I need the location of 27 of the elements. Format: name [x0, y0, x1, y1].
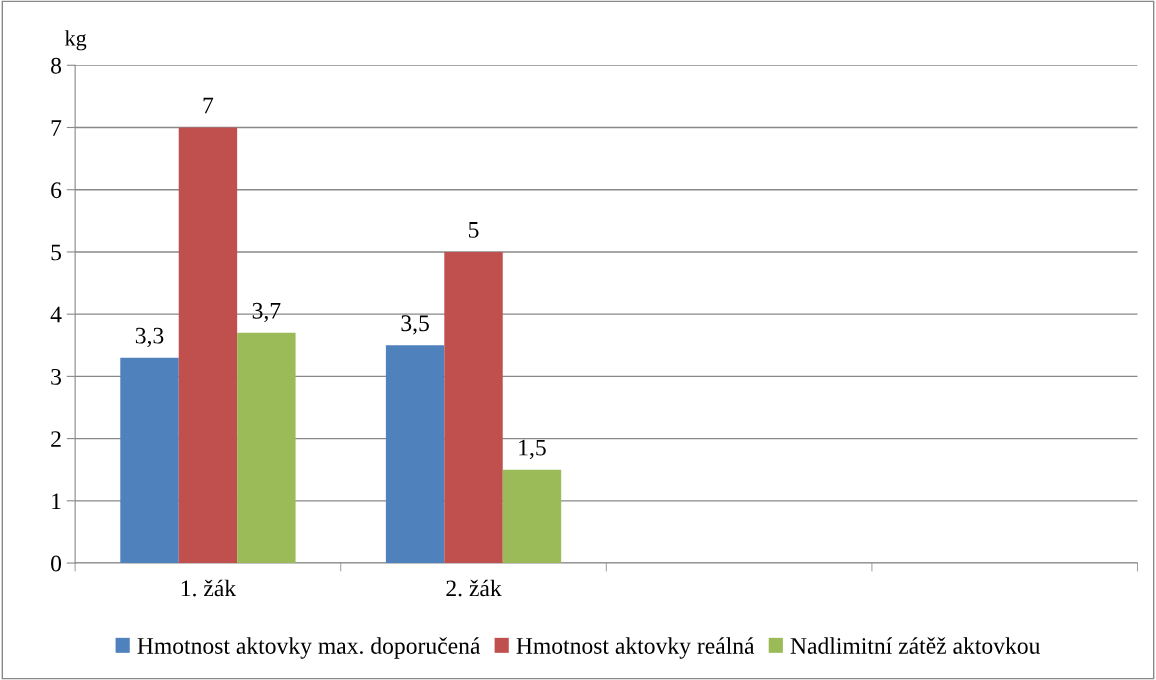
bar	[237, 332, 296, 564]
data-label: 3,7	[252, 302, 281, 323]
bar	[120, 357, 179, 564]
data-label: 3,3	[135, 327, 164, 347]
x-tick-label: 2. žák	[446, 579, 502, 597]
y-tick-label: 0	[51, 555, 62, 572]
bar	[502, 469, 562, 564]
data-label: 1,5	[519, 439, 546, 459]
y-tick-label: 2	[51, 431, 61, 447]
data-label: 5	[469, 222, 479, 238]
y-tick-label: 3	[51, 368, 62, 385]
x-tick-label: 1. žák	[181, 579, 237, 597]
data-label: 3,5	[401, 315, 429, 335]
y-tick-label: 8	[51, 57, 62, 74]
legend-label: Nadlimitní zátěž aktovkou	[790, 637, 1041, 654]
y-axis-title: kg	[64, 30, 87, 51]
bar	[444, 251, 503, 564]
y-tick-label: 4	[50, 306, 62, 323]
y-tick-label: 5	[51, 244, 62, 261]
y-tick-label: 1	[52, 493, 61, 510]
y-tick-label: 6	[51, 182, 62, 199]
data-label: 7	[203, 97, 214, 114]
bar	[178, 127, 238, 564]
y-tick-label: 7	[51, 120, 62, 136]
bar	[385, 345, 445, 564]
legend-label: Hmotnost aktovky reálná	[516, 637, 755, 659]
legend-label: Hmotnost aktovky max. doporučená	[137, 637, 481, 659]
